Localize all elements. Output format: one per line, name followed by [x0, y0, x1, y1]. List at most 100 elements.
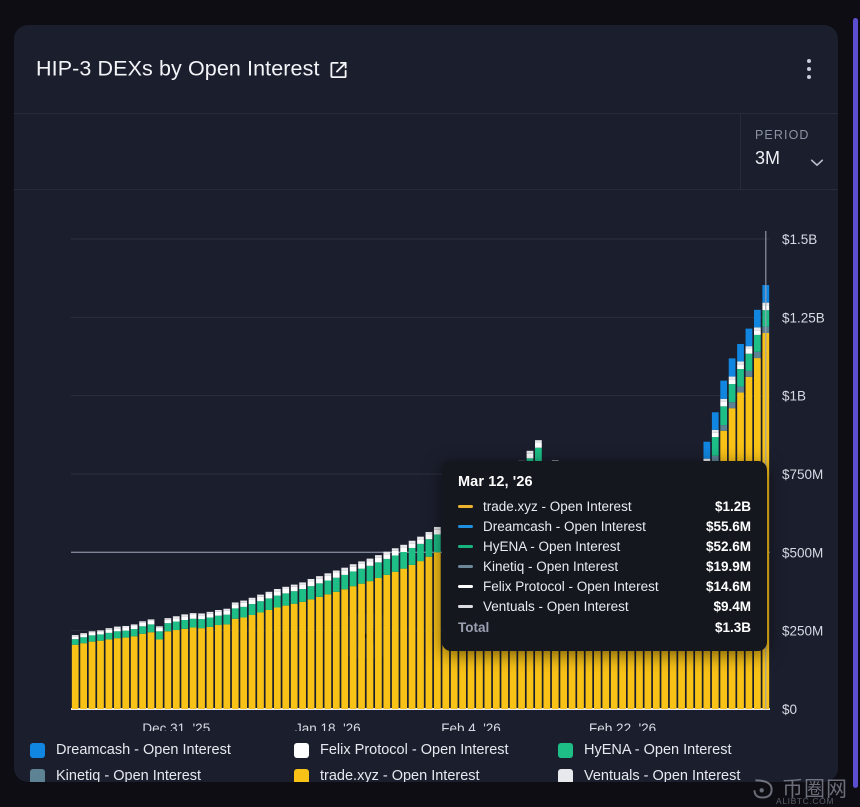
bar-segment [189, 615, 197, 619]
tooltip-rows: trade.xyz - Open Interest $1.2B Dreamcash … [458, 496, 751, 616]
bar-segment [257, 596, 264, 602]
bar-segment [358, 568, 365, 584]
bar-segment [711, 432, 719, 438]
bar-segment [164, 623, 172, 632]
bar-segment [97, 631, 104, 635]
page-title-text: HIP-3 DEXs by Open Interest [36, 56, 320, 81]
bar-segment [189, 613, 197, 615]
bar-segment [425, 531, 433, 535]
bar-segment [80, 633, 87, 635]
bar-segment [349, 571, 357, 587]
legend-item[interactable]: Felix Protocol - Open Interest [294, 737, 558, 763]
legend-item[interactable]: Kinetiq - Open Interest [30, 763, 294, 782]
bar-segment [231, 604, 239, 609]
bar-segment [745, 348, 753, 354]
bar-segment [130, 636, 138, 709]
tooltip-series-name: Felix Protocol - Open Interest [483, 578, 659, 594]
tooltip-series-name: trade.xyz - Open Interest [483, 498, 632, 514]
bar-segment [375, 578, 382, 709]
external-link-icon[interactable] [329, 61, 348, 80]
bar-segment [273, 588, 281, 592]
bar-segment [307, 578, 315, 582]
bar-segment [139, 622, 146, 627]
period-value: 3M [755, 148, 781, 168]
legend-swatch-icon [294, 768, 309, 782]
watermark-logo-icon [753, 778, 773, 798]
bar-segment [417, 543, 424, 562]
bar-segment [417, 561, 424, 709]
bar-segment [307, 586, 315, 600]
bar-segment [299, 588, 306, 602]
card-header: HIP-3 DEXs by Open Interest [14, 25, 838, 114]
bar-segment [97, 630, 104, 632]
bar-segment [593, 605, 601, 709]
scrollbar-thumb[interactable] [853, 18, 858, 788]
tooltip-series-dash-icon [458, 564, 473, 568]
bar-segment [728, 376, 736, 380]
bar-segment [644, 602, 652, 709]
tooltip-series-value: $14.6M [705, 578, 751, 594]
bar-segment [400, 552, 408, 569]
bar-segment [139, 626, 146, 634]
bar-segment [206, 626, 214, 709]
bar-segment [745, 346, 753, 349]
bar-segment [324, 580, 332, 595]
bar-segment [745, 370, 753, 377]
tooltip-total-value: $1.3B [714, 620, 751, 635]
bar-segment [122, 630, 130, 638]
legend-swatch-icon [558, 742, 573, 758]
bar-segment [206, 611, 214, 614]
bar-segment [366, 558, 374, 562]
bar-segment [720, 425, 728, 431]
period-selector[interactable]: PERIOD 3M [740, 114, 838, 190]
bar-segment [341, 589, 349, 709]
bar-segment [754, 334, 761, 352]
tooltip-series-dash-icon [458, 524, 473, 528]
bar-segment [745, 328, 753, 347]
bar-segment [181, 614, 189, 617]
kebab-menu-icon[interactable] [796, 54, 822, 84]
tooltip-series-dash-icon [458, 604, 473, 608]
bar-segment [113, 638, 121, 709]
legend-item[interactable]: trade.xyz - Open Interest [294, 763, 558, 782]
legend-item[interactable]: Dreamcash - Open Interest [30, 737, 294, 763]
bar-segment [316, 576, 323, 579]
bar-segment [240, 606, 248, 618]
bar-segment [703, 441, 711, 459]
bar-segment [568, 615, 576, 709]
bar-segment [206, 613, 214, 618]
bar-segment [231, 618, 239, 709]
bar-segment [375, 555, 382, 558]
bar-segment [728, 402, 736, 409]
bar-segment [349, 566, 357, 572]
bar-segment [231, 608, 239, 619]
bar-segment [215, 611, 222, 616]
bar-segment [223, 610, 231, 615]
legend-item[interactable]: Ventuals - Open Interest [558, 763, 822, 782]
y-axis-tick-label: $1.5B [782, 232, 817, 247]
legend-label: Kinetiq - Open Interest [56, 768, 202, 782]
chart-card: HIP-3 DEXs by Open Interest PERIOD 3 [14, 25, 838, 782]
chevron-down-icon[interactable] [810, 154, 824, 166]
bar-segment [105, 632, 113, 640]
tooltip-series-value: $19.9M [705, 558, 751, 574]
bar-segment [248, 615, 256, 709]
bar-segment [164, 619, 172, 624]
bar-segment [97, 634, 104, 641]
bar-segment [198, 613, 205, 616]
legend-label: Felix Protocol - Open Interest [320, 742, 509, 758]
bar-segment [147, 620, 155, 625]
bar-segment [332, 570, 340, 574]
legend-item[interactable]: HyENA - Open Interest [558, 737, 822, 763]
bar-segment [433, 529, 441, 535]
bar-segment [383, 554, 391, 559]
tooltip-series-name: Dreamcash - Open Interest [483, 518, 646, 534]
bar-segment [147, 624, 155, 633]
bar-segment [189, 618, 197, 628]
page-scrollbar[interactable] [853, 0, 858, 807]
tooltip-total-row: Total $1.3B [458, 617, 751, 638]
bar-segment [189, 627, 197, 709]
kebab-dot [807, 67, 811, 71]
bar-segment [535, 440, 542, 443]
bar-segment [711, 455, 719, 462]
